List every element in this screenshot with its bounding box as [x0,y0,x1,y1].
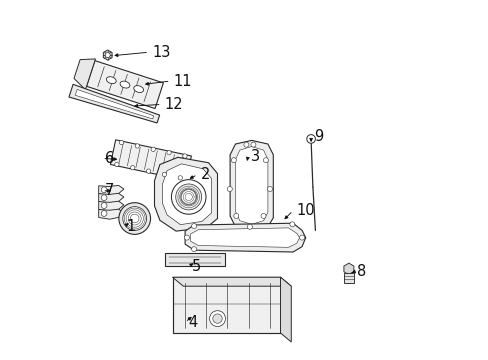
Circle shape [162,172,166,177]
Text: 12: 12 [164,97,183,112]
Polygon shape [343,263,353,275]
Polygon shape [99,185,123,195]
Polygon shape [99,201,123,211]
Text: 13: 13 [152,45,170,60]
Text: 11: 11 [173,73,192,89]
Circle shape [267,186,272,192]
Circle shape [101,203,107,208]
Polygon shape [172,277,291,286]
Circle shape [263,158,268,163]
Circle shape [306,135,315,143]
Text: 9: 9 [313,129,323,144]
Circle shape [166,150,171,155]
Polygon shape [103,50,112,60]
Ellipse shape [120,81,130,88]
Ellipse shape [134,86,143,93]
Circle shape [122,207,146,230]
Polygon shape [110,140,191,181]
Polygon shape [86,60,163,109]
Polygon shape [190,228,299,247]
Polygon shape [165,253,224,266]
Polygon shape [74,59,95,90]
Circle shape [135,144,139,148]
Circle shape [101,211,107,216]
Polygon shape [344,273,353,283]
Circle shape [115,162,119,167]
Circle shape [146,169,150,173]
Circle shape [191,224,196,229]
Ellipse shape [106,77,116,84]
Text: 3: 3 [250,149,260,164]
Text: 6: 6 [105,151,114,166]
Polygon shape [172,277,280,333]
Polygon shape [75,89,153,119]
Circle shape [191,247,196,252]
Circle shape [101,187,107,193]
Polygon shape [280,277,291,342]
Polygon shape [154,157,217,231]
Polygon shape [235,147,267,224]
Circle shape [261,213,265,219]
Circle shape [171,180,205,214]
Text: 5: 5 [191,259,201,274]
Polygon shape [99,209,123,219]
Circle shape [247,224,252,229]
Circle shape [233,213,238,219]
Text: 8: 8 [356,264,366,279]
Circle shape [119,203,150,234]
Circle shape [209,311,225,327]
Circle shape [105,53,110,58]
Text: 10: 10 [295,203,314,218]
Circle shape [181,189,196,205]
Circle shape [244,142,248,147]
Circle shape [130,166,135,170]
Text: 2: 2 [200,167,209,182]
Polygon shape [162,164,211,225]
Circle shape [151,147,155,152]
Circle shape [231,158,236,163]
Text: 7: 7 [105,183,114,198]
Circle shape [184,235,189,240]
Polygon shape [185,223,305,252]
Circle shape [101,195,107,201]
Circle shape [289,222,294,227]
Polygon shape [99,193,123,203]
Text: 1: 1 [126,219,136,234]
Polygon shape [230,140,273,230]
Circle shape [175,184,201,210]
Circle shape [299,235,304,240]
Circle shape [250,142,255,147]
Circle shape [178,176,182,180]
Circle shape [183,154,187,158]
Text: 4: 4 [187,315,197,330]
Polygon shape [69,84,159,123]
Circle shape [212,314,222,323]
Circle shape [227,186,232,192]
Circle shape [119,140,123,145]
